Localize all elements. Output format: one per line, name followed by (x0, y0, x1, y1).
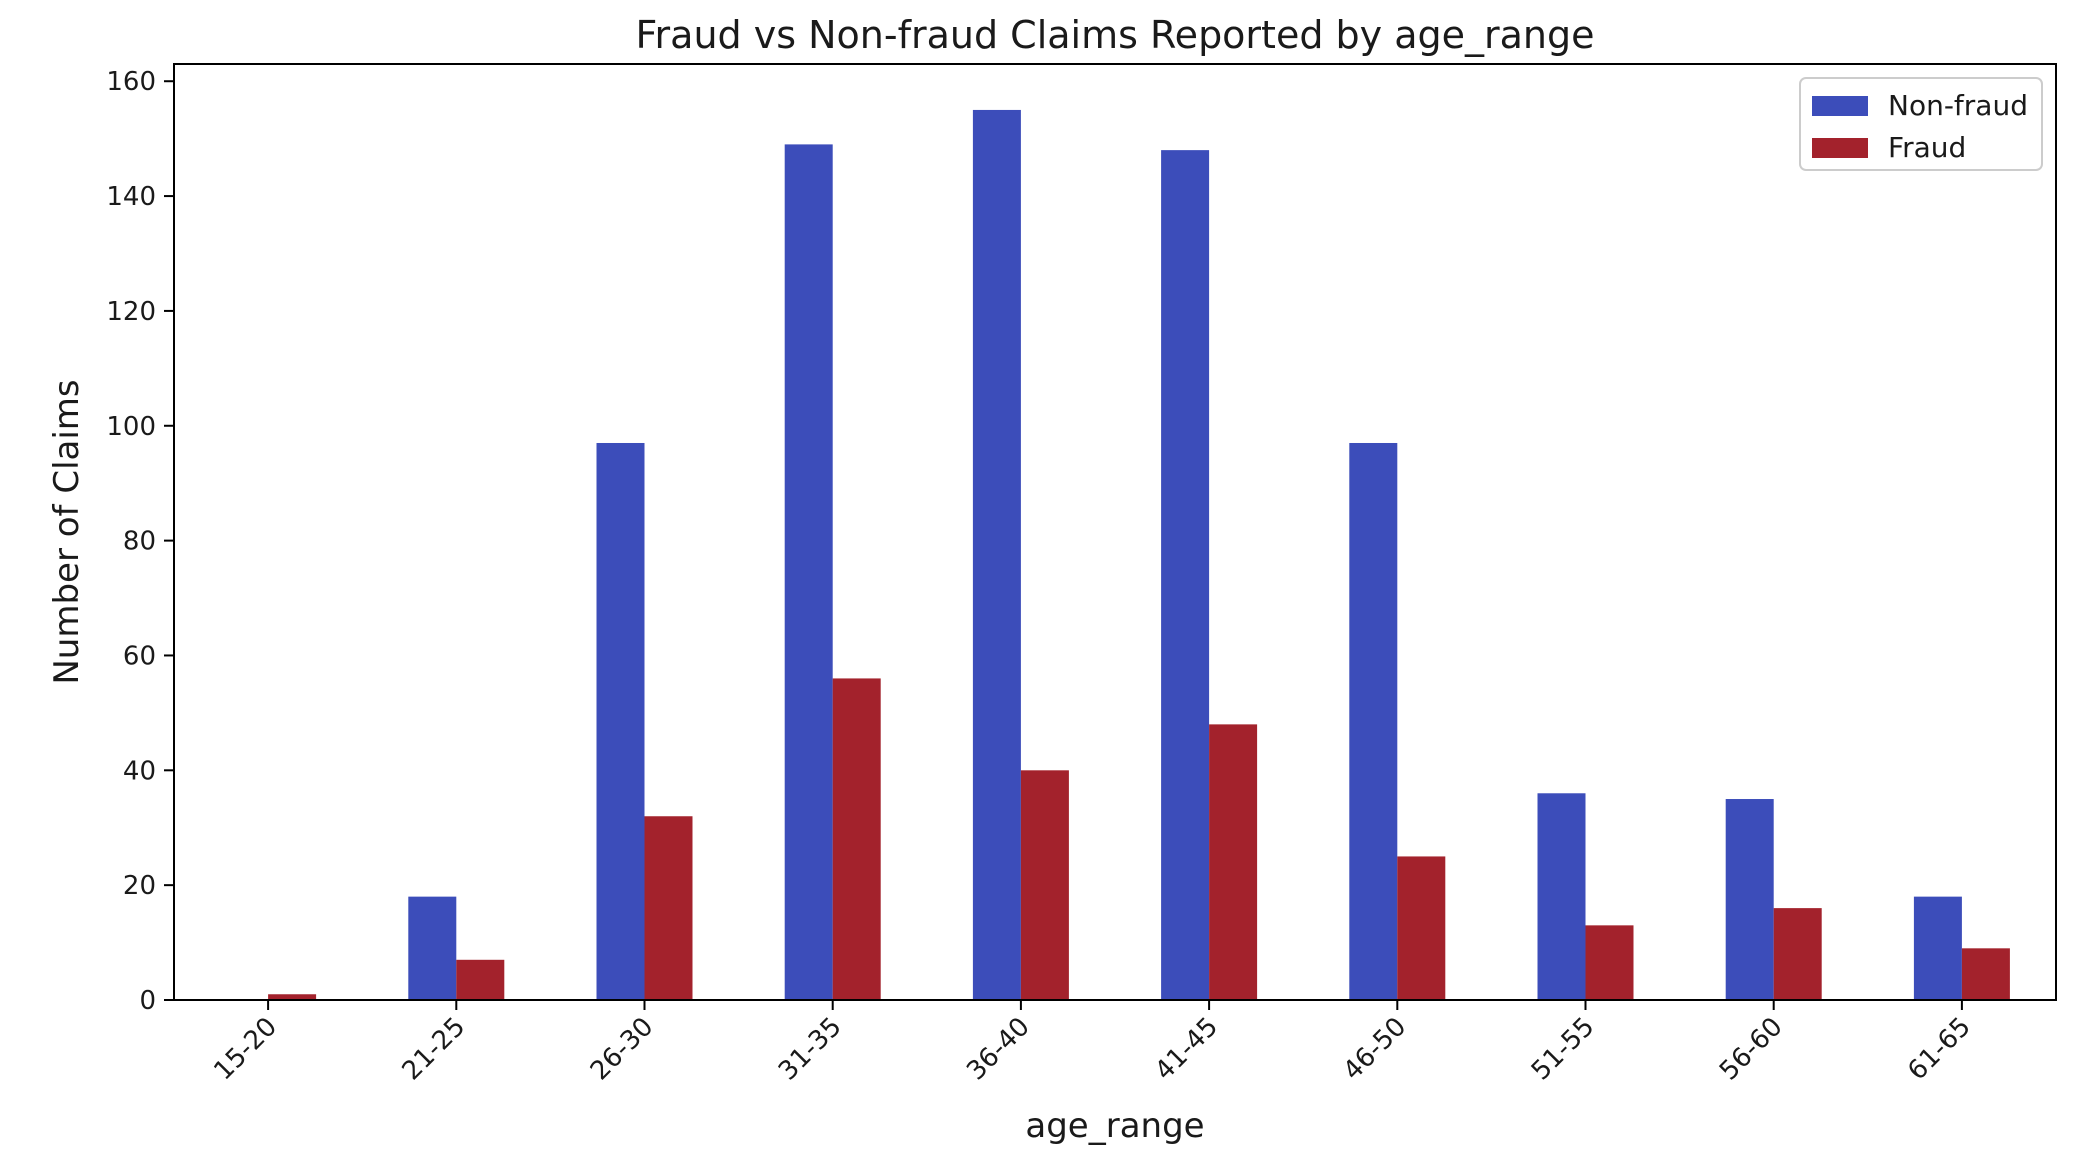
x-tick-label: 36-40 (961, 1012, 1036, 1087)
legend-swatch-fraud (1812, 138, 1868, 158)
y-tick-label: 140 (106, 182, 156, 212)
x-tick-label: 56-60 (1714, 1012, 1789, 1087)
y-tick-label: 0 (139, 986, 156, 1016)
bar-fraud-46-50 (1397, 856, 1446, 1000)
bar-non-fraud-51-55 (1537, 793, 1586, 1000)
x-tick-label: 46-50 (1338, 1012, 1413, 1087)
bar-fraud-51-55 (1585, 925, 1634, 1000)
y-axis-label: Number of Claims (47, 379, 87, 684)
bar-fraud-36-40 (1020, 770, 1069, 1000)
x-tick-label: 41-45 (1149, 1012, 1224, 1087)
legend-label-fraud: Fraud (1888, 131, 1966, 164)
bar-fraud-31-35 (832, 678, 881, 1000)
x-tick-label: 26-30 (585, 1012, 660, 1087)
y-tick-label: 160 (106, 67, 156, 97)
chart-title: Fraud vs Non-fraud Claims Reported by ag… (635, 13, 1594, 57)
bar-non-fraud-31-35 (784, 144, 833, 1000)
bar-non-fraud-21-25 (408, 896, 457, 1000)
bars-layer (268, 109, 2010, 1000)
legend-label-non-fraud: Non-fraud (1888, 89, 2028, 122)
y-tick-label: 120 (106, 297, 156, 327)
bar-fraud-41-45 (1209, 724, 1258, 1000)
x-axis-label: age_range (1025, 1106, 1204, 1146)
legend: Non-fraud Fraud (1799, 77, 2043, 171)
y-tick-label: 40 (123, 756, 156, 786)
y-tick-label: 60 (123, 641, 156, 671)
x-tick-label: 31-35 (773, 1012, 848, 1087)
plot-frame (173, 63, 2057, 1001)
bar-non-fraud-46-50 (1349, 442, 1398, 1000)
bar-fraud-56-60 (1773, 908, 1822, 1000)
legend-swatch-non-fraud (1812, 96, 1868, 116)
x-tick-label: 21-25 (397, 1012, 472, 1087)
y-axis: 0 20 40 60 80 100 120 140 160 (106, 67, 174, 1016)
x-tick-label: 51-55 (1526, 1012, 1601, 1087)
y-tick-label: 100 (106, 412, 156, 442)
bar-fraud-61-65 (1961, 948, 2010, 1000)
bar-non-fraud-36-40 (972, 109, 1021, 1000)
bar-non-fraud-56-60 (1725, 799, 1774, 1000)
x-axis: 15-20 21-25 26-30 31-35 36-40 41-45 46-50 51-55… (208, 1000, 1977, 1087)
bar-non-fraud-41-45 (1161, 150, 1210, 1000)
y-tick-label: 80 (123, 527, 156, 557)
bar-fraud-26-30 (644, 816, 693, 1000)
bar-non-fraud-26-30 (596, 442, 645, 1000)
bar-fraud-15-20 (268, 994, 317, 1000)
y-tick-label: 20 (123, 871, 156, 901)
bar-non-fraud-61-65 (1913, 896, 1962, 1000)
x-tick-label: 61-65 (1902, 1012, 1977, 1087)
bar-fraud-21-25 (456, 959, 505, 1000)
x-tick-label: 15-20 (208, 1012, 283, 1087)
